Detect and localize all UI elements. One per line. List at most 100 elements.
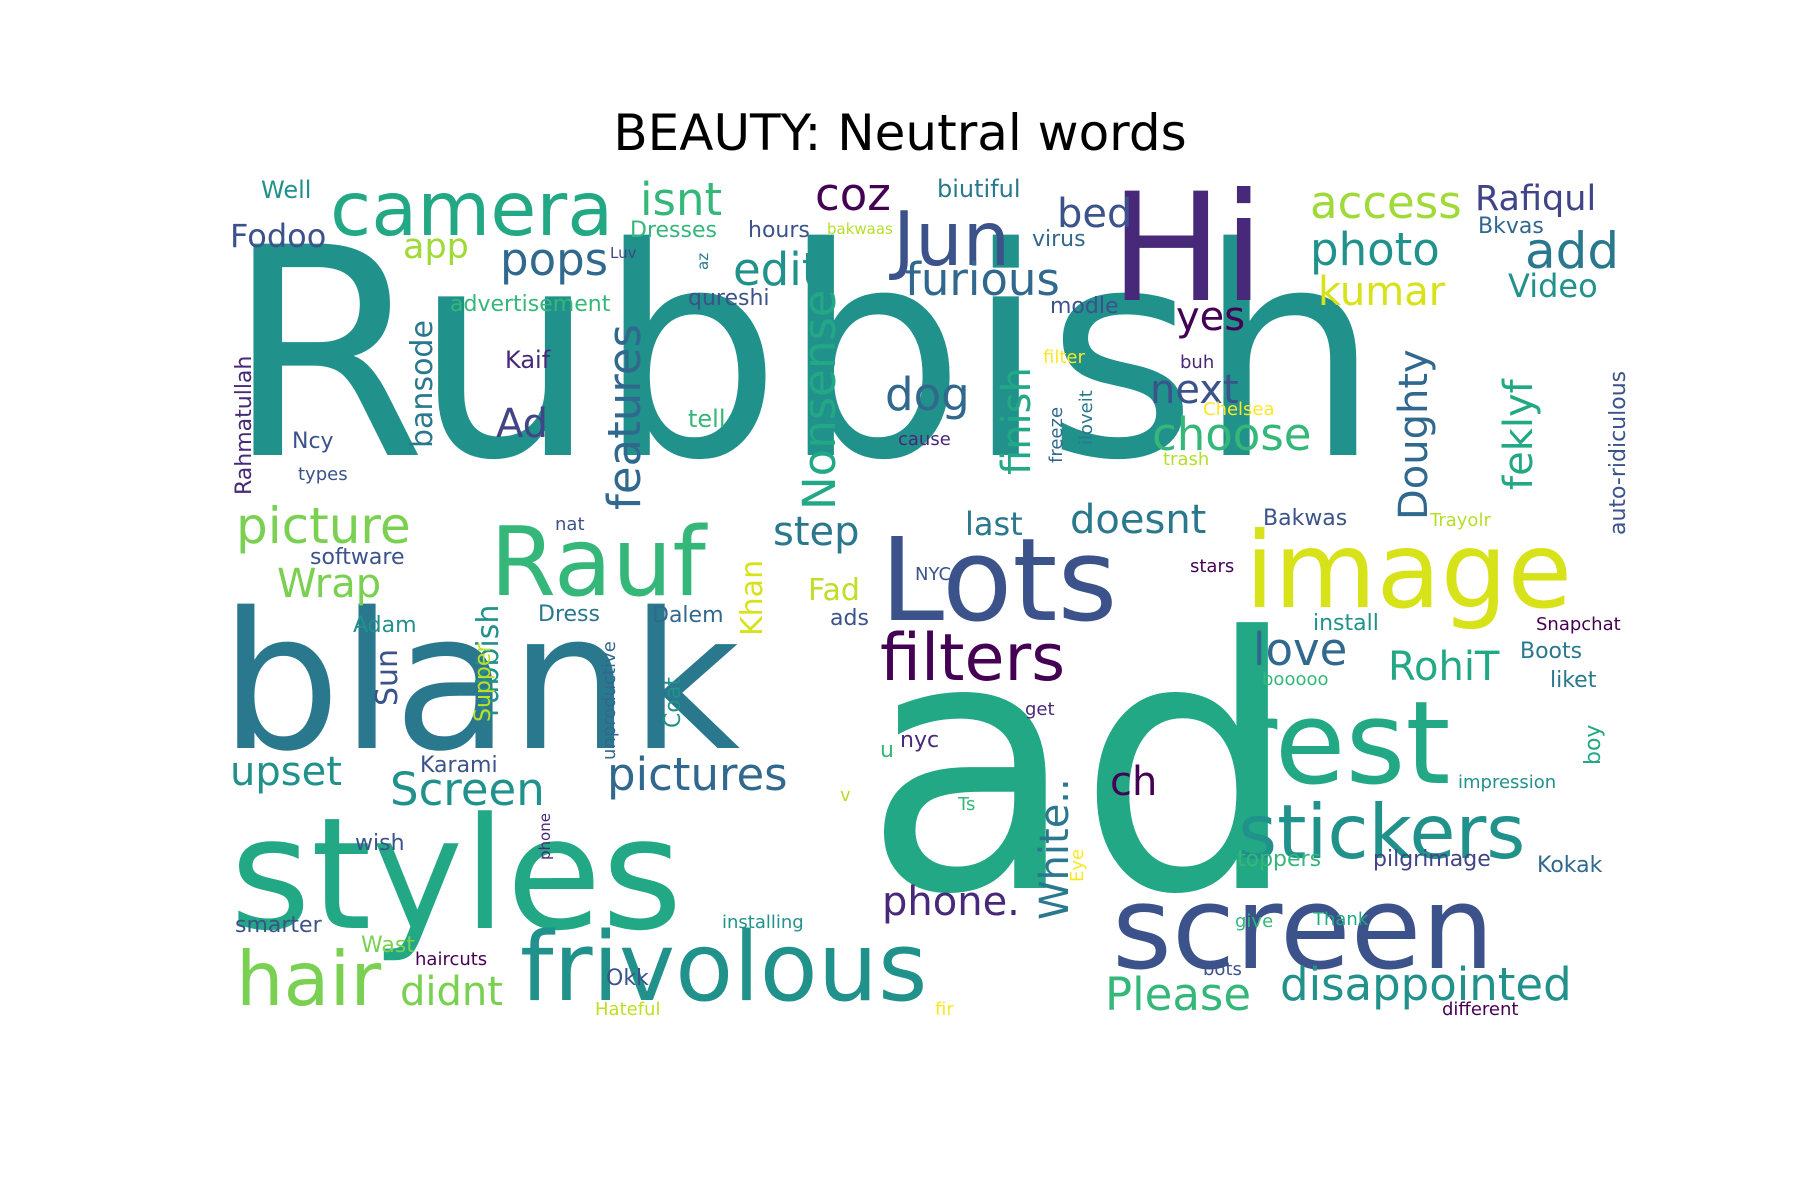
word-image: image [1245,510,1572,632]
word-yes: yes [1176,294,1245,340]
word-hours: hours [748,218,810,243]
word-thank: Thank [1312,909,1369,930]
word-advertisement: advertisement [450,292,611,317]
word-kumar: kumar [1318,269,1446,315]
word-different: different [1442,999,1518,1020]
word-qureshi: qureshi [688,286,770,311]
word-tell: tell [688,405,726,433]
word-rafiqul: Rafiqul [1475,179,1596,219]
word-disappointed: disappointed [1280,958,1572,1011]
word-toppers: toppers [1237,847,1321,872]
word-picture: picture [236,497,411,555]
word-pictures: pictures [607,748,788,801]
word-cause: cause [898,429,951,450]
word-rubbish: Rubbish [225,187,1381,524]
word-photo: photo [1310,223,1440,276]
word-v: v [840,785,851,806]
word-add: add [1525,222,1619,280]
word-buh: buh [1180,352,1214,373]
word-get: get [1025,699,1055,720]
word-trayolr: Trayolr [1429,510,1491,531]
word-give: give [1235,911,1273,932]
word-access: access [1310,176,1462,229]
word-wish: wish [355,831,405,856]
word-kokak: Kokak [1537,853,1603,878]
word-virus: virus [1032,227,1086,252]
word-camera: camera [330,165,613,253]
word-pops: pops [500,233,608,286]
word-pilgrimage: pilgrimage [1373,847,1491,872]
word-blank: blank [220,572,740,793]
word-luv: Luv [610,244,637,262]
word-app: app [403,227,469,267]
word-screen: screen [1112,862,1494,996]
word-nyc: NYC [915,564,951,585]
word-rohit: RohiT [1388,644,1500,690]
word-haircuts: haircuts [415,949,487,970]
word-fad: Fad [808,573,860,608]
word-features: features [598,324,651,510]
word-biutiful: biutiful [937,175,1021,203]
word-nyc: nyc [900,728,939,753]
word-stars: stars [1190,556,1234,577]
word-stickers: stickers [1238,788,1525,876]
word-supper: Supper [471,643,496,722]
word-installing: installing [722,912,804,933]
word-nonsense: Nonsense [793,290,846,511]
word-types: types [298,464,348,485]
word-video: Video [1508,267,1598,305]
word-white: White.. [1032,778,1078,920]
word-dresses: Dresses [630,218,717,243]
word-auto-ridiculous: auto-ridiculous [1606,371,1631,535]
word-well: Well [261,176,311,204]
word-isnt: isnt [640,173,722,226]
word-nat: nat [555,514,585,535]
word-liket: liket [1550,668,1597,693]
word-finish: finish [994,367,1040,475]
word-hateful: Hateful [595,999,660,1020]
word-impression: impression [1458,772,1556,793]
word-phone: phone. [882,879,1020,925]
word-fodoo: Fodoo [230,217,326,255]
word-didnt: didnt [400,969,503,1015]
word-u: u [880,738,894,763]
word-iloveit: iloveit [1076,390,1097,445]
word-feklyf: feklyf [1496,378,1542,490]
word-ad: Ad [496,401,548,447]
chart-title: BEAUTY: Neutral words [613,104,1187,162]
word-phone: phone [536,813,554,860]
word-modle: modle [1050,294,1119,319]
word-furious: furious [905,253,1060,306]
word-ts: Ts [957,794,975,815]
word-fir: fir [935,999,954,1020]
word-styles: styles [230,784,682,965]
word-filter: filter [1043,347,1085,368]
word-hi: Hi [1110,162,1264,336]
word-karami: Karami [420,753,498,778]
word-ch: ch [1110,759,1157,805]
word-ad: ad [863,563,1300,971]
word-freeze: freeze [1046,407,1067,463]
word-wrap: Wrap [277,561,381,607]
word-ncy: Ncy [292,429,334,454]
word-doughty: Doughty [1391,349,1437,520]
word-dog: dog [885,368,970,421]
word-last: last [965,505,1023,543]
word-rest: rest [1230,677,1451,811]
word-kaif: Kaif [505,346,551,374]
word-screen: Screen [390,763,545,816]
word-coz: coz [815,168,891,221]
word-rahmatullah: Rahmatullah [232,356,257,495]
word-choose: choose [1152,408,1311,461]
word-next: next [1150,367,1239,413]
word-wast: Wast [361,933,415,958]
word-unproductive: unproductive [599,641,620,760]
word-chelsea: Chelsea [1203,399,1275,420]
word-edit: edit [733,243,819,296]
word-bakwaas: bakwaas [827,220,893,238]
word-bots: bots [1203,959,1242,980]
word-ads: ads [830,606,869,631]
word-jun: Jun [889,195,1010,283]
word-smarter: smarter [235,913,323,938]
